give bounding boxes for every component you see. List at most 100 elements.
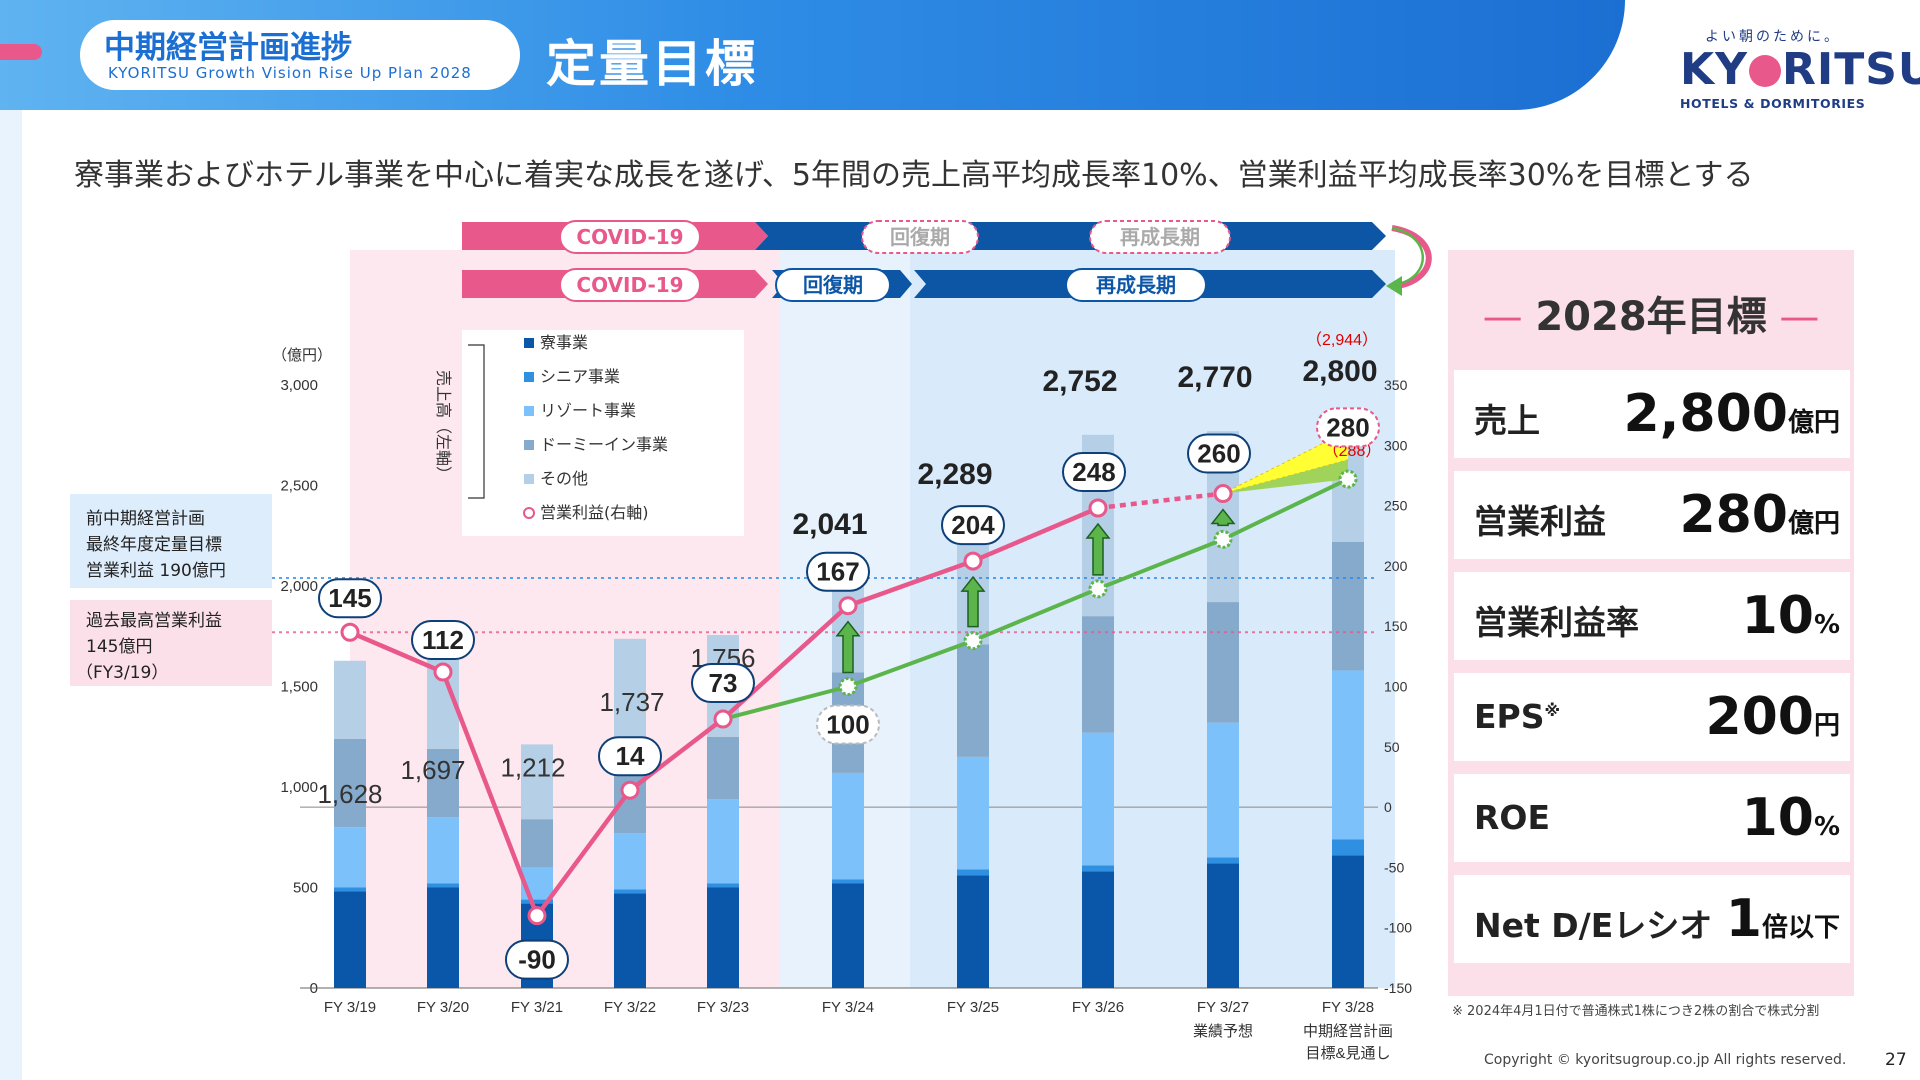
operating-profit-line bbox=[349, 505, 1099, 921]
bar-segment-1 bbox=[427, 887, 459, 988]
bar-segment-1 bbox=[1082, 871, 1114, 988]
bar-segment-1 bbox=[614, 893, 646, 988]
past-record-line-2: 145億円 bbox=[86, 637, 152, 657]
previous-target-line-1: 前中期経営計画 bbox=[86, 509, 205, 529]
target-unit-operating-margin: % bbox=[1813, 610, 1840, 640]
x-axis-sublabel: 目標&見通し bbox=[1305, 1045, 1390, 1062]
legend-profit-marker bbox=[523, 507, 535, 519]
past-record-note bbox=[70, 600, 272, 686]
left-axis-tick: 2,000 bbox=[280, 578, 318, 595]
regrowth-period-background bbox=[910, 250, 1395, 988]
phase-pill-regrowth-row2 bbox=[1065, 268, 1207, 302]
target-number-operating-profit: 280 bbox=[1679, 485, 1788, 545]
bar-segment-4 bbox=[1207, 602, 1239, 723]
plan-line bbox=[722, 477, 1349, 721]
phase-pill-regrowth-row1 bbox=[1089, 220, 1231, 254]
bar-segment-2 bbox=[1207, 857, 1239, 864]
phase-label-recovery-row1: 回復期 bbox=[890, 225, 950, 249]
bar-segment-2 bbox=[614, 889, 646, 894]
phase-pill-recovery-row1 bbox=[861, 220, 979, 254]
x-axis-tick: FY 3/20 bbox=[417, 999, 469, 1016]
target-number-roe: 10 bbox=[1741, 788, 1814, 848]
profit-lines bbox=[340, 469, 1358, 926]
operating-profit-pill bbox=[691, 663, 755, 704]
bar-segment-1 bbox=[1207, 863, 1239, 988]
bar-segment-4 bbox=[957, 644, 989, 757]
left-axis-tick: 1,000 bbox=[280, 779, 318, 796]
target-label-net-de: Net D/Eレシオ bbox=[1474, 906, 1713, 945]
x-axis-tick: FY 3/21 bbox=[511, 999, 563, 1016]
plan-title: 中期経営計画進捗 bbox=[104, 30, 352, 66]
bar-segment-2 bbox=[521, 899, 553, 904]
bar-segment-2 bbox=[427, 883, 459, 888]
logo: KY RITSU bbox=[1680, 44, 1920, 95]
bar-segment-2 bbox=[1082, 865, 1114, 872]
left-axis-tick: 1,500 bbox=[280, 679, 318, 696]
operating-profit-label: 167 bbox=[816, 557, 859, 587]
logo-dot-icon bbox=[1748, 55, 1781, 87]
legend-swatch bbox=[524, 440, 534, 450]
bar-segment-1 bbox=[334, 891, 366, 988]
previous-target-note bbox=[70, 494, 272, 588]
target-title-text: 2028年目標 bbox=[1535, 294, 1767, 340]
target-unit-eps: 円 bbox=[1813, 711, 1840, 741]
header-accent bbox=[0, 44, 42, 60]
plan-value-label: 100 bbox=[826, 710, 869, 740]
previous-target-line-3: 営業利益 190億円 bbox=[86, 561, 226, 581]
right-axis-tick: 250 bbox=[1384, 498, 1408, 514]
bar-segment-2 bbox=[832, 879, 864, 884]
bar-segment-1 bbox=[957, 875, 989, 988]
target-label-eps-note: ※ bbox=[1544, 701, 1561, 720]
right-axis-tick: -100 bbox=[1384, 920, 1412, 936]
sales-total-label: 1,737 bbox=[599, 687, 664, 717]
sales-total-label: 2,289 bbox=[917, 458, 992, 491]
operating-profit-point bbox=[620, 780, 640, 800]
operating-profit-pill bbox=[598, 736, 662, 777]
copyright: Copyright © kyoritsugroup.co.jp All righ… bbox=[1484, 1052, 1847, 1068]
target-value-eps: 200円 bbox=[1705, 687, 1840, 747]
logo-part-2: RITSU bbox=[1781, 44, 1920, 95]
operating-profit-pill bbox=[941, 505, 1005, 546]
footnote: ※ 2024年4月1日付で普通株式1株につき2株の割合で株式分割 bbox=[1452, 1004, 1820, 1019]
legend-swatch bbox=[524, 406, 534, 416]
page-title: 定量目標 bbox=[546, 35, 758, 93]
operating-profit-point bbox=[963, 551, 983, 571]
phase-label-covid-row1: COVID-19 bbox=[576, 225, 683, 249]
phase-pill-recovery-row2 bbox=[775, 268, 891, 302]
operating-profit-point bbox=[713, 709, 733, 729]
legend-bracket bbox=[468, 344, 485, 499]
phase-label-covid-row2: COVID-19 bbox=[576, 273, 683, 297]
bar-segment-4 bbox=[1332, 541, 1364, 671]
left-edge-strip bbox=[0, 110, 22, 1080]
target-value-operating-profit: 280億円 bbox=[1679, 485, 1840, 545]
target-unit-net-de: 倍以下 bbox=[1761, 913, 1840, 943]
legend-box bbox=[462, 330, 744, 536]
target-number-net-de: 1 bbox=[1725, 889, 1762, 949]
right-axis-tick: 100 bbox=[1384, 679, 1408, 695]
target-label-operating-margin: 営業利益率 bbox=[1474, 603, 1639, 642]
bar-segment-3 bbox=[707, 799, 739, 884]
operating-profit-point bbox=[1088, 498, 1108, 518]
title-dash-right: — bbox=[1766, 294, 1820, 340]
increase-arrow-icon bbox=[960, 575, 986, 628]
legend-label: ドーミーイン事業 bbox=[540, 435, 668, 454]
side-notes: 前中期経営計画 最終年度定量目標 営業利益 190億円 過去最高営業利益 145… bbox=[76, 509, 226, 683]
bar-segment-2 bbox=[1332, 839, 1364, 856]
legend-label: リゾート事業 bbox=[540, 401, 636, 420]
bar-segment-3 bbox=[334, 827, 366, 888]
title-dash-left: — bbox=[1482, 294, 1536, 340]
target-label-operating-profit: 営業利益 bbox=[1474, 502, 1606, 541]
left-axis-tick: 500 bbox=[293, 880, 318, 897]
bar-segment-3 bbox=[427, 817, 459, 884]
left-axis-tick: 3,000 bbox=[280, 377, 318, 394]
plan-subtitle: KYORITSU Growth Vision Rise Up Plan 2028 bbox=[108, 64, 472, 82]
target-value-operating-margin: 10% bbox=[1742, 586, 1840, 646]
x-axis-sublabel: 中期経営計画 bbox=[1303, 1023, 1393, 1040]
plan-point bbox=[838, 677, 858, 696]
logo-part-1: KY bbox=[1680, 44, 1748, 95]
bar-segment-3 bbox=[1207, 722, 1239, 858]
target-title: — 2028年目標 — bbox=[1448, 284, 1854, 342]
plan-point bbox=[963, 631, 983, 651]
bar-segment-4 bbox=[334, 738, 366, 828]
